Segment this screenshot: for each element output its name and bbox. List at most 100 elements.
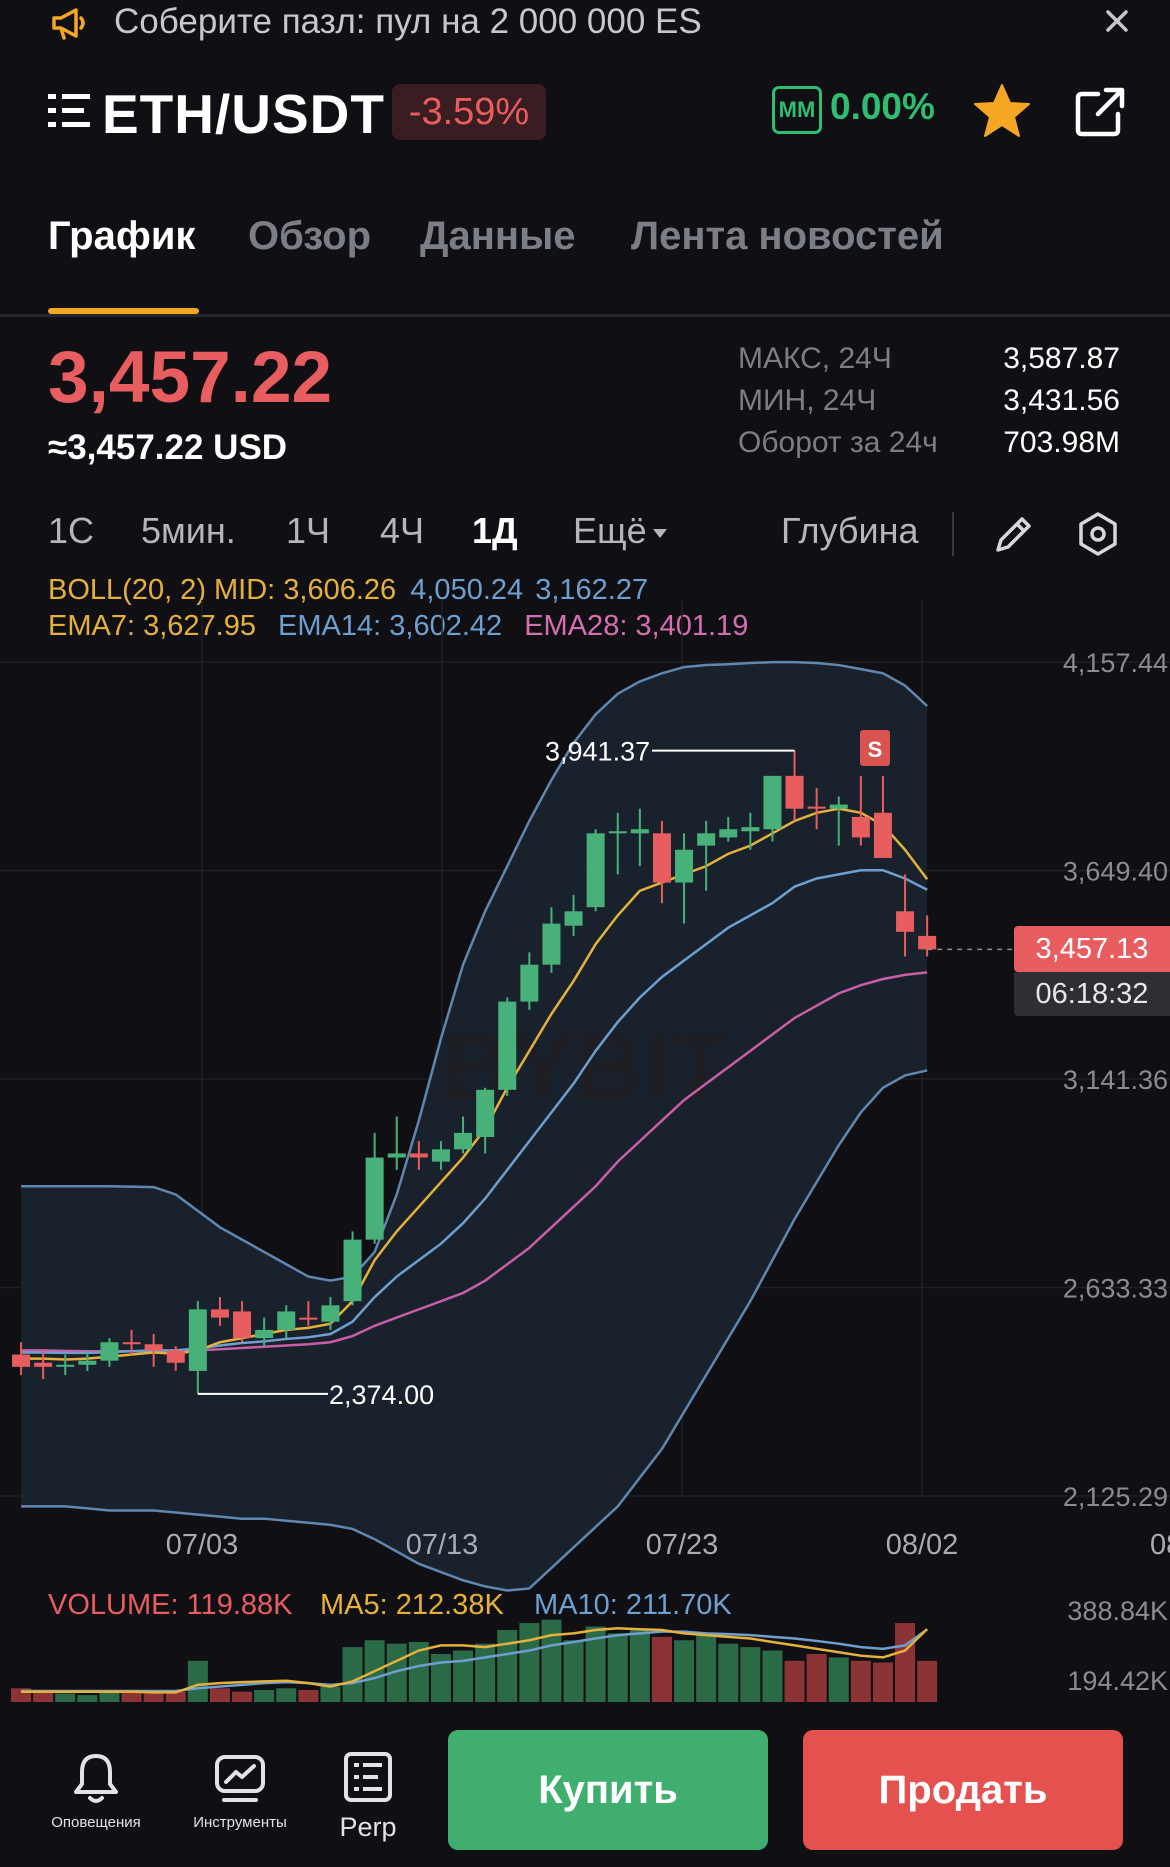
volume-bar (541, 1619, 562, 1702)
share-icon[interactable] (1072, 84, 1128, 140)
boll-upper-line (21, 660, 928, 1282)
volume-bar (209, 1688, 230, 1702)
tab-overview[interactable]: Обзор (248, 214, 372, 258)
star-icon[interactable] (972, 82, 1032, 140)
low-24h-label: МИН, 24Ч (738, 384, 877, 417)
candle-body (542, 923, 561, 965)
depth-button[interactable]: Глубина (781, 510, 919, 551)
candle-body (34, 1362, 53, 1367)
volume-ma5-line (21, 1626, 929, 1694)
megaphone-icon (52, 8, 85, 40)
high-marker-label: 3,941.37 (545, 737, 650, 767)
promo-banner[interactable]: Соберите пазл: пул на 2 000 000 ES (0, 0, 1170, 50)
nav-tools[interactable]: Инструменты (185, 1748, 295, 1831)
candle-body (675, 849, 694, 883)
volume-bar (629, 1629, 650, 1702)
pair-header: ETH/USDT -3.59% MM 0.00% (0, 72, 1170, 152)
volume-bar (187, 1660, 208, 1702)
candle-body (807, 806, 826, 809)
candle-body (321, 1305, 340, 1322)
candle-body (144, 1344, 163, 1351)
candle-body (100, 1342, 119, 1361)
interval-1s[interactable]: 1С (48, 510, 95, 551)
volume-bar (143, 1693, 164, 1702)
volume-bar (828, 1657, 849, 1702)
close-icon[interactable] (1100, 4, 1134, 38)
price-axis-label: 3,141.36 (1063, 1065, 1168, 1095)
nav-perp-label: Perp (339, 1812, 397, 1842)
tab-data[interactable]: Данные (420, 214, 576, 258)
candle-body (255, 1329, 274, 1339)
price-chart[interactable]: BYBIT3,941.372,374.00S4,157.443,649.403,… (0, 600, 1170, 1702)
volume-bar (762, 1650, 783, 1702)
nav-perp[interactable]: Perp (313, 1748, 423, 1843)
candle-body (763, 775, 782, 830)
tab-news[interactable]: Лента новостей (631, 214, 944, 258)
boll-lower-value: 3,162.27 (535, 574, 649, 606)
chevron-down-icon (652, 528, 667, 538)
candle-body (498, 1001, 517, 1090)
candle-body (719, 829, 738, 838)
volume-label: VOLUME: 119.88K (48, 1589, 293, 1621)
candle-body (299, 1317, 318, 1320)
volume-bar (519, 1623, 540, 1702)
nav-alerts[interactable]: Оповещения (41, 1748, 151, 1831)
candle-body (210, 1309, 229, 1318)
low-24h-value: 3,431.56 (1003, 384, 1120, 417)
date-axis-label: 07/03 (166, 1529, 239, 1561)
volume-axis-label: 388.84K (1067, 1596, 1168, 1626)
pencil-icon[interactable] (992, 512, 1036, 556)
interval-4h[interactable]: 4Ч (380, 510, 425, 551)
interval-1d[interactable]: 1Д (472, 510, 518, 551)
interval-more[interactable]: Ещё (573, 510, 667, 552)
candle-body (56, 1364, 75, 1367)
toolbar-divider (952, 512, 954, 556)
interval-5m[interactable]: 5мин. (141, 510, 236, 551)
buy-button[interactable]: Купить (448, 1730, 768, 1850)
candle-body (829, 804, 848, 809)
volume-bar (475, 1643, 496, 1702)
candle-body (233, 1311, 252, 1339)
interval-1h[interactable]: 1Ч (286, 510, 331, 551)
volume-bar (740, 1647, 761, 1702)
candle-body (122, 1342, 141, 1345)
candle-body (785, 775, 804, 809)
date-axis-label: 08/ (1150, 1529, 1170, 1561)
pair-symbol[interactable]: ETH/USDT (102, 83, 385, 145)
volume-bar (320, 1686, 341, 1702)
volume-bar (298, 1689, 319, 1702)
candle-body (586, 833, 605, 908)
bell-icon (74, 1754, 118, 1803)
volume-bar (33, 1691, 54, 1702)
volume-bar (254, 1689, 275, 1702)
candle-body (12, 1354, 31, 1367)
volume-bar (674, 1640, 695, 1702)
volume-bar (342, 1647, 363, 1702)
last-price: 3,457.22 (48, 337, 333, 418)
candle-body (277, 1311, 296, 1330)
date-axis-label: 07/23 (646, 1529, 719, 1561)
candle-body (851, 816, 870, 838)
volume-bar (563, 1640, 584, 1702)
candle-body (409, 1153, 428, 1158)
volume-bar (872, 1662, 893, 1702)
tools-chart-icon (215, 1755, 265, 1802)
sell-button[interactable]: Продать (803, 1730, 1123, 1850)
mm-value: 0.00% (830, 86, 935, 127)
tab-chart[interactable]: График (48, 214, 196, 258)
active-tab-indicator (48, 308, 199, 314)
pair-list-icon[interactable] (46, 90, 92, 132)
sell-signal-badge (860, 730, 890, 766)
mm-icon[interactable]: MM (772, 86, 822, 134)
volume-bar (806, 1653, 827, 1702)
candle-body (608, 831, 627, 834)
candle-body (365, 1157, 384, 1240)
bollinger-band-fill (21, 662, 928, 1591)
boll-upper-value: 4,050.24 (410, 574, 524, 606)
high-24h-value: 3,587.87 (1003, 342, 1120, 375)
sell-signal-label: S (868, 737, 883, 762)
volume-bar (99, 1689, 120, 1702)
turnover-24h-label: Оборот за 24ч (738, 426, 938, 459)
candle-body (78, 1360, 97, 1365)
settings-icon[interactable] (1074, 510, 1122, 558)
